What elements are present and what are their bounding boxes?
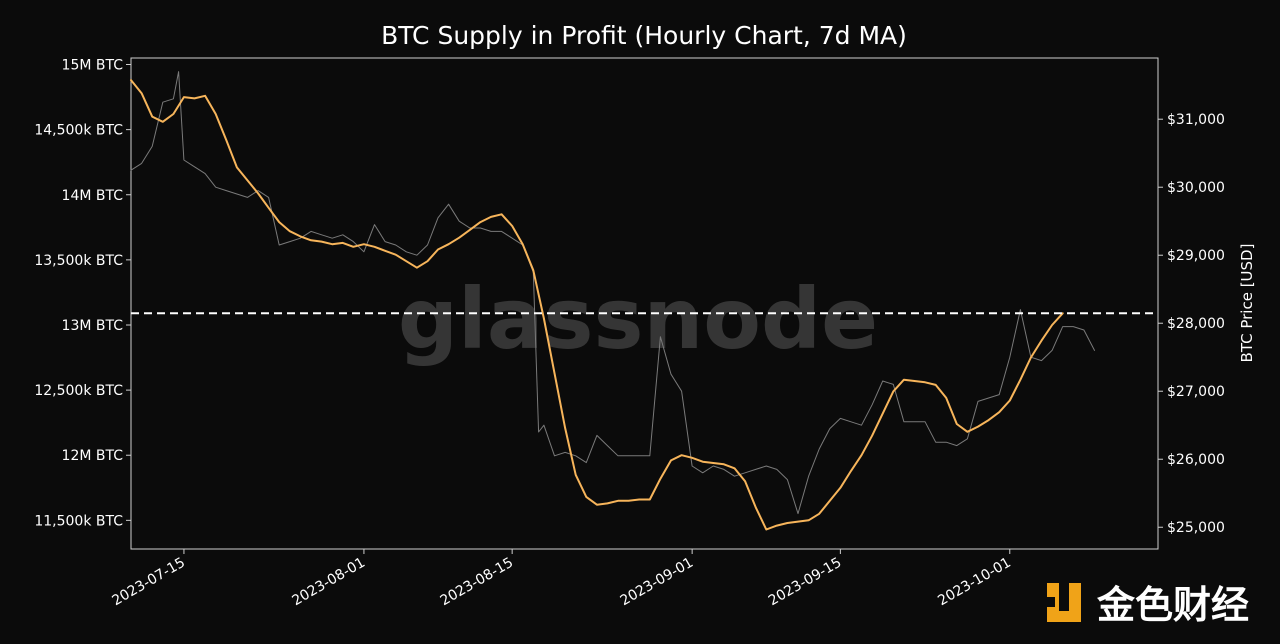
badge-text: 金色财经 — [1096, 583, 1249, 627]
price-series — [130, 71, 1095, 515]
price-line — [130, 71, 1095, 515]
right-tick-label: $28,000 — [1167, 316, 1225, 332]
right-axis: $25,000 $26,000 $27,000 $28,000 $29,000 $30,0… — [1158, 112, 1225, 536]
supply-line — [130, 79, 1064, 531]
left-tick-label: 15M BTC — [62, 58, 124, 74]
left-tick-label: 12M BTC — [62, 448, 124, 464]
x-tick-label: 2023-08-01 — [289, 555, 367, 610]
right-tick-label: $30,000 — [1167, 180, 1225, 196]
left-tick-label: 12,500k BTC — [34, 383, 123, 399]
right-tick-label: $31,000 — [1167, 112, 1225, 128]
jinse-logo-icon — [1047, 583, 1081, 622]
glassnode-watermark: glassnode — [398, 270, 878, 368]
supply-series — [130, 79, 1064, 531]
x-tick-label: 2023-08-15 — [438, 555, 516, 610]
left-tick-label: 11,500k BTC — [34, 513, 123, 529]
chart-title: BTC Supply in Profit (Hourly Chart, 7d M… — [381, 21, 907, 50]
right-tick-label: $25,000 — [1167, 520, 1225, 536]
x-tick-label: 2023-07-15 — [109, 555, 187, 610]
left-axis: 11,500k BTC 12M BTC 12,500k BTC 13M BTC 13,5… — [34, 58, 131, 529]
right-tick-label: $29,000 — [1167, 248, 1225, 264]
left-tick-label: 13M BTC — [62, 318, 124, 334]
watermark-text: glassnode — [398, 270, 878, 368]
right-tick-label: $27,000 — [1167, 384, 1225, 400]
x-tick-label: 2023-09-01 — [618, 555, 696, 610]
right-axis-label: BTC Price [USD] — [1238, 244, 1256, 363]
jinse-badge: 金色财经 — [1047, 583, 1249, 627]
x-tick-label: 2023-10-01 — [935, 555, 1013, 610]
left-tick-label: 14M BTC — [62, 188, 124, 204]
x-axis: 2023-07-15 2023-08-01 2023-08-15 2023-09-01… — [109, 549, 1014, 610]
right-tick-label: $26,000 — [1167, 452, 1225, 468]
x-tick-label: 2023-09-15 — [766, 555, 844, 610]
left-tick-label: 14,500k BTC — [34, 123, 123, 139]
plot-frame — [130, 57, 1159, 550]
left-tick-label: 13,500k BTC — [34, 253, 123, 269]
